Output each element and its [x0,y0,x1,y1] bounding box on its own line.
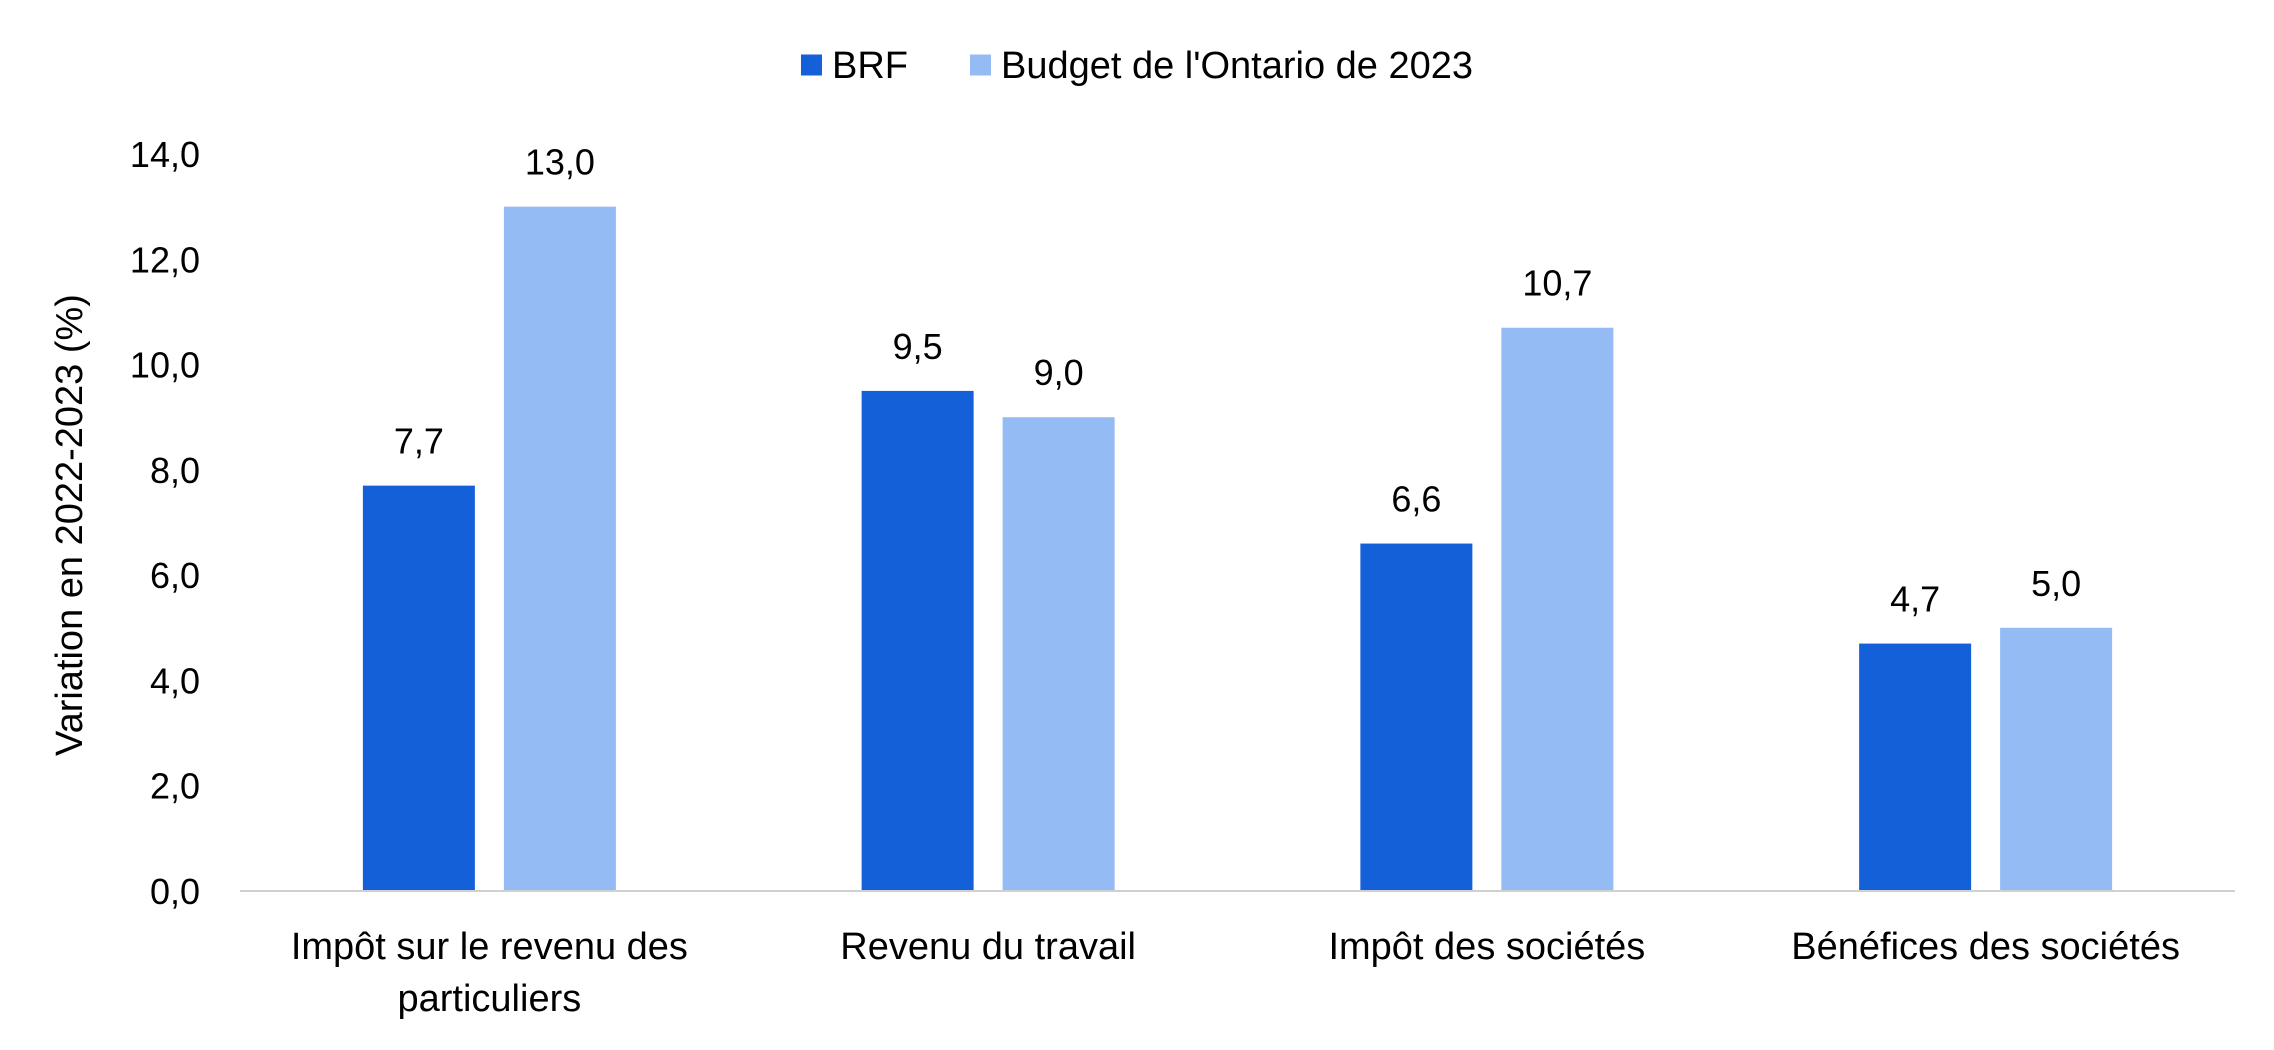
x-category-label: Revenu du travail [840,926,1136,968]
y-tick-label: 2,0 [150,766,200,807]
y-tick-label: 14,0 [130,134,200,175]
legend-swatch [969,54,991,76]
x-category-label: Impôt sur le revenu des particuliers [291,926,688,1020]
y-tick-label: 12,0 [130,239,200,280]
legend: BRF Budget de l'Ontario de 2023 [800,45,1473,87]
legend-item-budget-ontario-2023: Budget de l'Ontario de 2023 [969,45,1473,87]
legend-swatch [800,54,822,76]
y-axis-ticks: 0,0 2,0 4,0 6,0 8,0 10,0 12,0 14,0 [130,134,200,912]
bars [362,206,2113,892]
data-label: 13,0 [525,142,595,183]
y-tick-label: 10,0 [130,345,200,386]
data-label: 6,6 [1391,479,1441,520]
x-category-label: Impôt des sociétés [1328,926,1645,968]
bar-budget-ontario-2023 [1501,327,1614,891]
data-label: 7,7 [394,421,444,462]
y-tick-label: 4,0 [150,660,200,701]
bar-budget-ontario-2023 [1002,417,1115,891]
data-label: 5,0 [2031,563,2081,604]
data-label: 10,7 [1522,263,1592,304]
x-category-label: Bénéfices des sociétés [1791,926,2180,968]
bar-brf [362,485,475,891]
y-tick-label: 0,0 [150,871,200,912]
data-labels: 7,7 13,0 9,5 9,0 6,6 10,7 4,7 5,0 [394,142,2081,620]
bar-brf [1360,543,1473,891]
legend-label: Budget de l'Ontario de 2023 [1001,45,1473,87]
bar-brf [861,390,974,891]
y-tick-label: 6,0 [150,555,200,596]
y-axis-title: Variation en 2022-2023 (%) [49,294,91,756]
data-label: 9,5 [893,326,943,367]
x-axis-category-labels: Impôt sur le revenu des particuliers Reven… [291,926,2180,1020]
bar-brf [1859,643,1972,891]
y-tick-label: 8,0 [150,450,200,491]
data-label: 4,7 [1890,579,1940,620]
legend-label: BRF [832,45,908,87]
data-label: 9,0 [1034,352,1084,393]
legend-item-brf: BRF [800,45,908,87]
bar-budget-ontario-2023 [2000,627,2113,891]
bar-budget-ontario-2023 [503,206,616,892]
